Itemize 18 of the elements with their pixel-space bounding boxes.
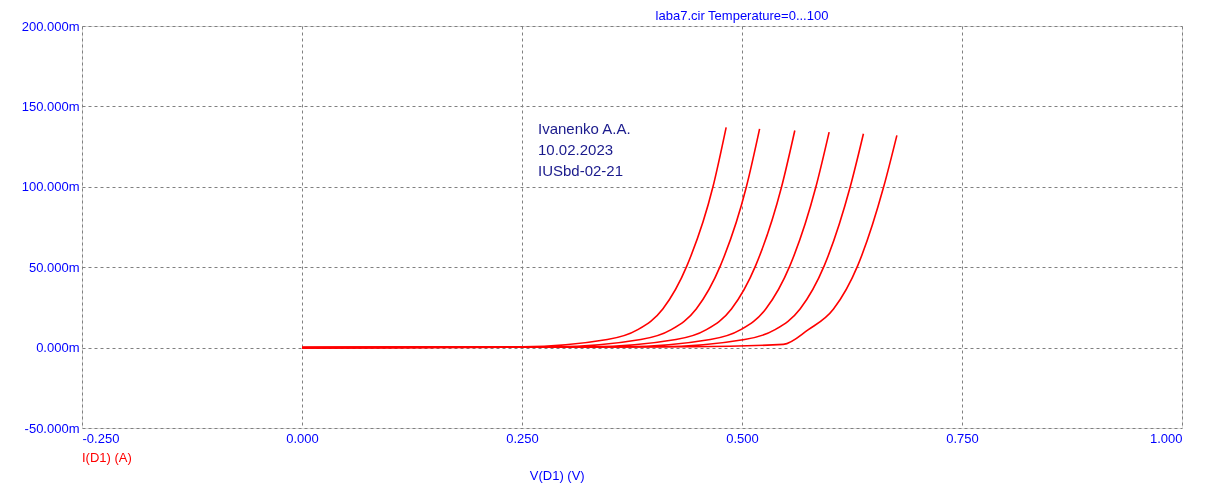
- x-tick-label: 1.000: [1149, 430, 1183, 446]
- y-tick-label: 150.000m: [21, 98, 80, 114]
- y-tick-label: 50.000m: [28, 259, 80, 275]
- chart-title: laba7.cir Temperature=0...100: [655, 8, 829, 23]
- x-axis-title: V(D1) (V): [529, 468, 585, 483]
- annotation: IUSbd-02-21: [538, 162, 624, 179]
- y-tick-label: 200.000m: [21, 18, 80, 34]
- y-tick-label: 0.000m: [36, 340, 80, 356]
- x-tick-label: -0.250: [82, 430, 120, 446]
- x-tick-label: 0.000: [286, 430, 319, 446]
- annotation: 10.02.2023: [538, 141, 614, 158]
- text: I(D1) (A): [82, 450, 132, 465]
- x-tick-label: 0.500: [726, 430, 759, 446]
- annotation: Ivanenko A.A.: [538, 120, 631, 137]
- x-tick-label: 0.250: [506, 430, 539, 446]
- y-tick-label: -50.000m: [24, 420, 80, 436]
- y-tick-label: 100.000m: [21, 179, 80, 195]
- x-tick-label: 0.750: [946, 430, 979, 446]
